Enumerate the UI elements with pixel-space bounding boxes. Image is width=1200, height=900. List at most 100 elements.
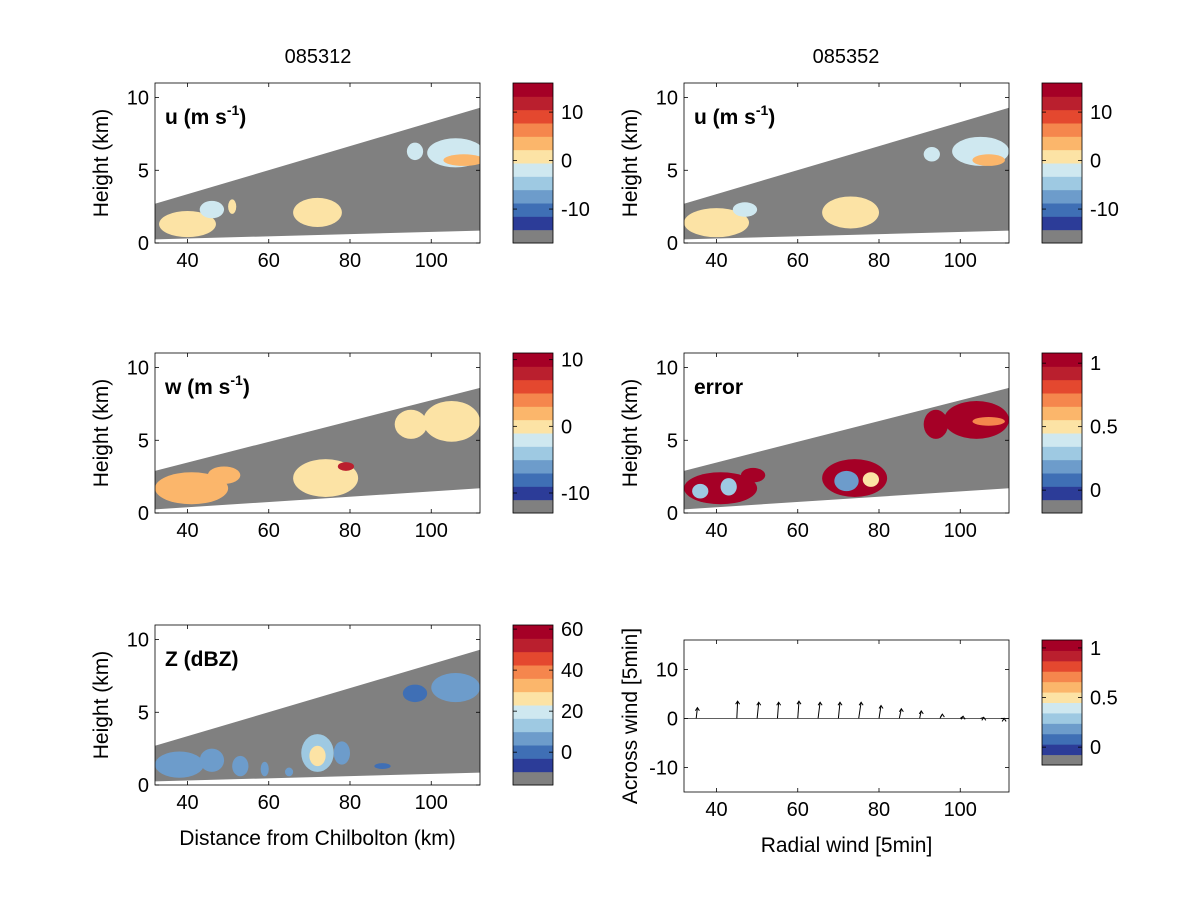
x-tick-label: 40 — [705, 250, 727, 272]
colorbar-segment — [513, 718, 553, 733]
colorbar-segment — [1042, 123, 1082, 137]
axes-frame — [154, 624, 481, 786]
colorbar-frame — [512, 624, 554, 786]
echo-region — [333, 741, 350, 765]
x-tick-label: 100 — [944, 520, 977, 542]
colorbar-frame — [512, 352, 554, 514]
x-tick-label: 40 — [176, 250, 198, 272]
colorbar-tick-label: 0 — [561, 151, 572, 173]
plot-area — [155, 649, 480, 782]
x-tick-label: 40 — [705, 520, 727, 542]
colorbar-tick-label: 60 — [561, 619, 583, 641]
wind-arrowhead — [918, 709, 924, 715]
colorbar-segment — [1042, 754, 1082, 766]
colorbar-segment — [513, 136, 553, 151]
wind-arrowhead — [837, 701, 843, 706]
colorbar-tick-label: 0.5 — [1090, 417, 1118, 439]
wind-arrowhead — [694, 706, 700, 711]
colorbar-segment — [513, 393, 553, 407]
y-axis-label: Height (km) — [90, 651, 113, 760]
echo-region — [972, 154, 1005, 166]
colorbar-segment — [1042, 446, 1082, 461]
colorbar-segment — [513, 229, 553, 244]
x-axis-label: Radial wind [5min] — [761, 834, 933, 857]
echo-region — [972, 417, 1005, 426]
colorbar-segment — [1042, 660, 1082, 672]
colorbar-tick-label: 0 — [561, 416, 572, 438]
colorbar-segment — [1042, 712, 1082, 724]
colorbar-segment — [1042, 83, 1082, 97]
colorbar-segment — [513, 473, 553, 487]
colorbar-segment — [513, 678, 553, 693]
colorbar-frame — [1041, 82, 1083, 244]
echo-region — [232, 755, 249, 777]
wind-arrowhead — [939, 713, 945, 718]
colorbar-tick-label: 0 — [1090, 737, 1101, 759]
colorbar-segment — [1042, 650, 1082, 662]
x-tick-label: 40 — [176, 792, 198, 814]
x-axis-label: Distance from Chilbolton (km) — [179, 827, 456, 850]
colorbar-segment — [513, 379, 553, 394]
y-axis-label: Height (km) — [90, 109, 113, 218]
colorbar-segment — [1042, 163, 1082, 177]
column-title-left: 085312 — [285, 46, 352, 68]
x-tick-label: 60 — [258, 250, 280, 272]
panel-label-text: u (m s — [694, 106, 756, 129]
y-tick-label: 10 — [656, 659, 678, 681]
echo-region — [423, 401, 480, 442]
x-tick-label: 80 — [339, 250, 361, 272]
echo-region — [862, 472, 879, 487]
colorbar-segment — [513, 353, 553, 367]
colorbar-segment — [513, 176, 553, 191]
panel-label: u (m s-1) — [165, 102, 246, 129]
wind-arrowhead — [776, 701, 782, 706]
axes-frame — [683, 352, 1010, 514]
wind-arrowhead — [981, 716, 987, 721]
x-tick-label: 60 — [787, 520, 809, 542]
colorbar-segment — [1042, 486, 1082, 501]
wind-arrowhead — [735, 700, 741, 705]
wind-arrow — [858, 702, 862, 719]
colorbar-segment — [513, 419, 553, 434]
wind-arrowhead — [858, 701, 864, 706]
echo-region — [199, 748, 225, 772]
echo-region — [155, 751, 204, 778]
colorbar-segment — [513, 771, 553, 786]
x-tick-label: 40 — [176, 520, 198, 542]
wind-arrow — [756, 702, 760, 719]
wind-arrowhead — [898, 707, 904, 713]
y-tick-label: 0 — [667, 503, 678, 525]
colorbar-segment — [513, 459, 553, 474]
colorbar-segment — [513, 406, 553, 421]
echo-region — [337, 462, 355, 471]
colorbar-tick-label: 20 — [561, 701, 583, 723]
panel-error_085352: 40 60 80 100 0 5 10 Height (km) error 1 0.5 0 — [619, 352, 1118, 542]
plot-background — [684, 640, 1009, 792]
y-tick-label: 10 — [127, 358, 149, 380]
x-tick-label: 60 — [787, 250, 809, 272]
panel-label: w (m s-1) — [164, 372, 250, 399]
colorbar-segment — [513, 163, 553, 177]
echo-region — [374, 763, 391, 769]
colorbar-segment — [513, 216, 553, 231]
colorbar-segment — [1042, 136, 1082, 151]
y-tick-label: 5 — [138, 430, 149, 452]
colorbar-segment — [1042, 189, 1082, 204]
x-tick-label: 80 — [868, 250, 890, 272]
y-tick-label: 10 — [127, 88, 149, 110]
echo-region — [692, 483, 709, 499]
colorbar-segment — [513, 625, 553, 639]
echo-region — [228, 199, 237, 214]
colorbar-segment — [1042, 366, 1082, 381]
colorbar-tick-label: 0 — [561, 742, 572, 764]
colorbar-segment — [513, 83, 553, 97]
colorbar-segment — [1042, 379, 1082, 394]
radar-beam — [155, 649, 480, 782]
echo-region — [923, 147, 940, 162]
wind-arrow — [817, 702, 821, 719]
echo-region — [309, 745, 326, 767]
x-tick-label: 80 — [339, 520, 361, 542]
